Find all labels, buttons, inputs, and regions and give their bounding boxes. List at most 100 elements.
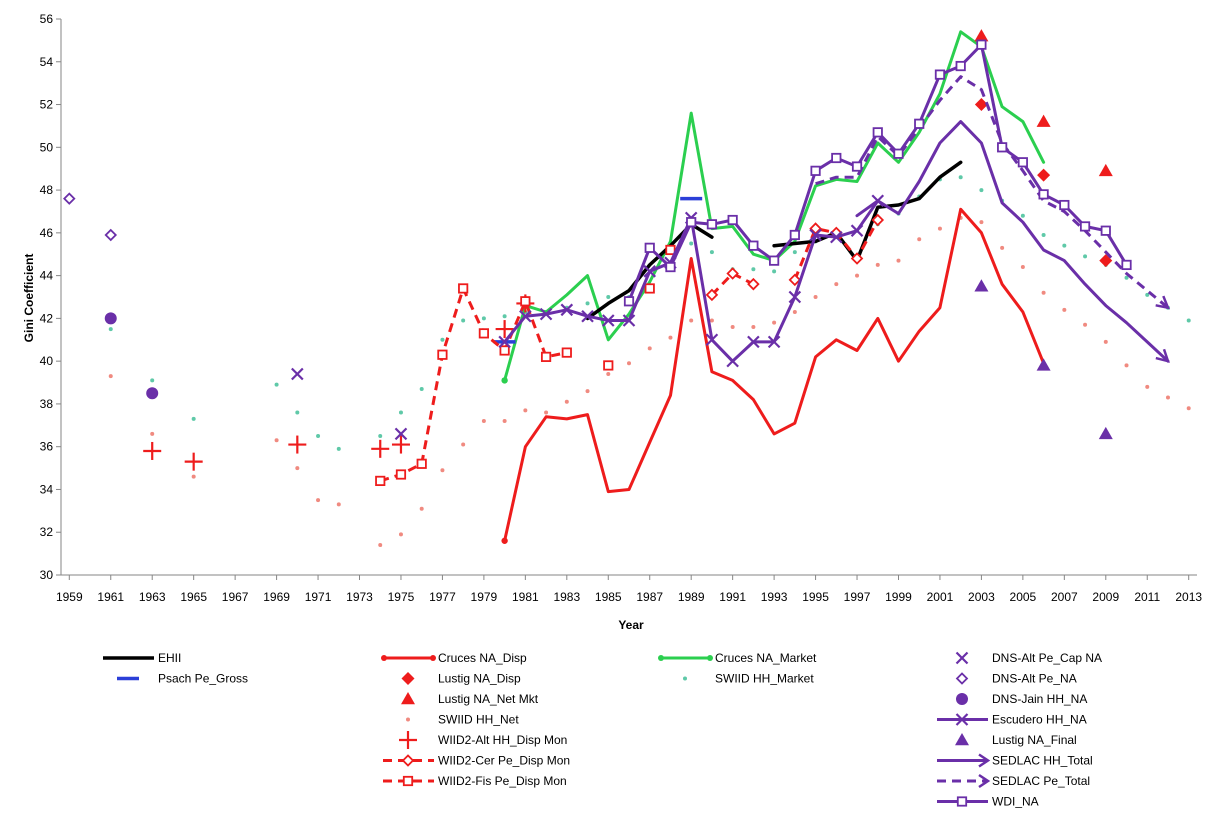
legend-item: EHII xyxy=(103,651,181,665)
legend-item: WIID2-Cer Pe_Disp Mon xyxy=(383,754,570,768)
data-point xyxy=(419,386,424,391)
x-tick-label: 1973 xyxy=(346,590,373,604)
data-point xyxy=(402,775,414,787)
data-point xyxy=(871,213,885,227)
data-point xyxy=(539,307,553,321)
legend-item: WDI_NA xyxy=(937,795,1039,809)
data-point xyxy=(1062,307,1067,312)
legend-swatch xyxy=(978,773,991,789)
marker-stroke xyxy=(809,228,822,242)
marker-stroke xyxy=(726,354,739,368)
data-point xyxy=(440,468,445,473)
data-point xyxy=(772,269,777,274)
legend: EHII Psach Pe_Gross Cruces NA_Disp Lustig N… xyxy=(103,651,1102,809)
data-point xyxy=(955,713,969,726)
data-point xyxy=(751,267,756,272)
legend-label: SEDLAC Pe_Total xyxy=(992,774,1090,788)
legend-item: WIID2-Alt HH_Disp Mon xyxy=(399,731,567,749)
marker-stroke xyxy=(622,314,636,327)
data-point xyxy=(644,242,655,253)
data-point xyxy=(416,458,427,469)
series xyxy=(603,244,676,371)
legend-swatch xyxy=(430,655,436,661)
y-tick-label: 30 xyxy=(40,568,54,582)
data-point xyxy=(830,230,843,244)
legend-label: WIID2-Alt HH_Disp Mon xyxy=(438,733,567,747)
x-tick-label: 1969 xyxy=(263,590,290,604)
series xyxy=(815,75,1170,310)
series xyxy=(501,30,1046,384)
data-point xyxy=(481,419,486,424)
x-tick-label: 2001 xyxy=(927,590,954,604)
data-point xyxy=(709,250,714,255)
marker-stroke xyxy=(394,427,408,441)
series xyxy=(501,207,1046,544)
legend-swatch xyxy=(707,655,713,661)
marker-stroke xyxy=(767,335,781,349)
data-point xyxy=(336,502,341,507)
x-tick-label: 2013 xyxy=(1175,590,1202,604)
series-line xyxy=(710,272,755,296)
data-point xyxy=(1124,275,1129,280)
marker-stroke xyxy=(539,307,553,321)
data-point xyxy=(150,431,155,436)
data-point xyxy=(643,265,657,278)
data-point xyxy=(1098,426,1113,440)
series xyxy=(375,283,572,487)
data-point xyxy=(850,252,864,265)
x-tick-label: 1993 xyxy=(761,590,788,604)
legend-item: DNS-Alt Pe_NA xyxy=(955,672,1077,686)
legend-item: Lustig NA_Disp xyxy=(401,672,521,686)
legend-item: SWIID HH_Market xyxy=(683,672,814,686)
data-point xyxy=(316,498,321,503)
legend-label: DNS-Alt Pe_NA xyxy=(992,672,1077,686)
data-point xyxy=(603,360,614,371)
data-point xyxy=(560,303,574,317)
data-point xyxy=(288,435,307,454)
data-point xyxy=(1100,225,1111,236)
data-point xyxy=(1037,168,1051,182)
series xyxy=(104,312,159,400)
data-point xyxy=(974,279,989,292)
marker-stroke xyxy=(955,713,969,726)
data-point xyxy=(979,188,984,193)
data-point xyxy=(295,410,300,415)
data-point xyxy=(1038,189,1049,200)
data-point xyxy=(937,226,942,231)
data-point xyxy=(788,273,802,287)
legend-item: DNS-Alt Pe_Cap NA xyxy=(955,651,1102,665)
legend-label: WDI_NA xyxy=(992,795,1039,809)
legend-item: SEDLAC HH_Total xyxy=(937,753,1093,768)
legend-label: DNS-Jain HH_NA xyxy=(992,692,1087,706)
data-point xyxy=(461,318,466,323)
data-point xyxy=(501,537,508,544)
legend-item: SWIID HH_Net xyxy=(406,713,519,727)
data-point xyxy=(747,335,760,349)
data-point xyxy=(851,161,863,172)
data-point xyxy=(502,419,507,424)
legend-item: WIID2-Fis Pe_Disp Mon xyxy=(383,774,567,788)
data-point xyxy=(440,337,445,342)
axes: 30 32 34 36 38 40 42 44 46 48 50 52 54 56 1959 1961 1963… xyxy=(40,12,1203,604)
legend-swatch xyxy=(381,655,387,661)
data-point xyxy=(544,410,549,415)
data-point xyxy=(401,672,415,685)
legend-item: Lustig NA_Net Mkt xyxy=(401,692,539,706)
data-point xyxy=(683,676,687,681)
data-point xyxy=(495,320,514,339)
series xyxy=(143,294,535,471)
data-point xyxy=(519,309,532,323)
data-point xyxy=(665,261,676,273)
data-point xyxy=(622,314,636,327)
data-point xyxy=(274,382,279,387)
y-tick-label: 44 xyxy=(40,269,54,283)
data-point xyxy=(1036,114,1051,127)
data-point xyxy=(461,442,466,447)
data-point xyxy=(437,349,448,360)
series-line xyxy=(815,75,1169,309)
legend-label: Lustig NA_Final xyxy=(992,733,1077,747)
marker-stroke xyxy=(519,309,532,323)
legend-item: SEDLAC Pe_Total xyxy=(937,773,1090,789)
data-point xyxy=(606,295,611,299)
marker-stroke xyxy=(291,367,304,381)
